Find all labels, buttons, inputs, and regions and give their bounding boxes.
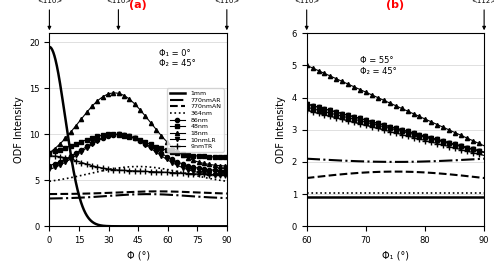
Text: (112)
<110>: (112) <110> bbox=[106, 0, 131, 29]
Text: Φ = 55°
Φ₂ = 45°: Φ = 55° Φ₂ = 45° bbox=[360, 56, 397, 76]
Y-axis label: ODF Intensity: ODF Intensity bbox=[14, 96, 24, 163]
X-axis label: Φ₁ (°): Φ₁ (°) bbox=[382, 251, 409, 261]
Text: (110)
<110>: (110) <110> bbox=[214, 0, 240, 29]
Text: {001}
<110>: {001} <110> bbox=[37, 0, 62, 29]
Title: (b): (b) bbox=[386, 0, 405, 10]
Text: {111}
<110>: {111} <110> bbox=[294, 0, 319, 29]
Text: {111}
<112>: {111} <112> bbox=[472, 0, 494, 29]
Text: Φ₁ = 0°
Φ₂ = 45°: Φ₁ = 0° Φ₂ = 45° bbox=[160, 49, 196, 68]
Legend: 1mm, 770nmAR, 770nmAN, 364nm, 86nm, 48nm, 18nm, 10nmLR, 9nmTR: 1mm, 770nmAR, 770nmAN, 364nm, 86nm, 48nm… bbox=[167, 88, 224, 152]
Y-axis label: ODF Intensity: ODF Intensity bbox=[276, 96, 286, 163]
X-axis label: Φ (°): Φ (°) bbox=[126, 251, 150, 261]
Title: (a): (a) bbox=[129, 0, 147, 10]
